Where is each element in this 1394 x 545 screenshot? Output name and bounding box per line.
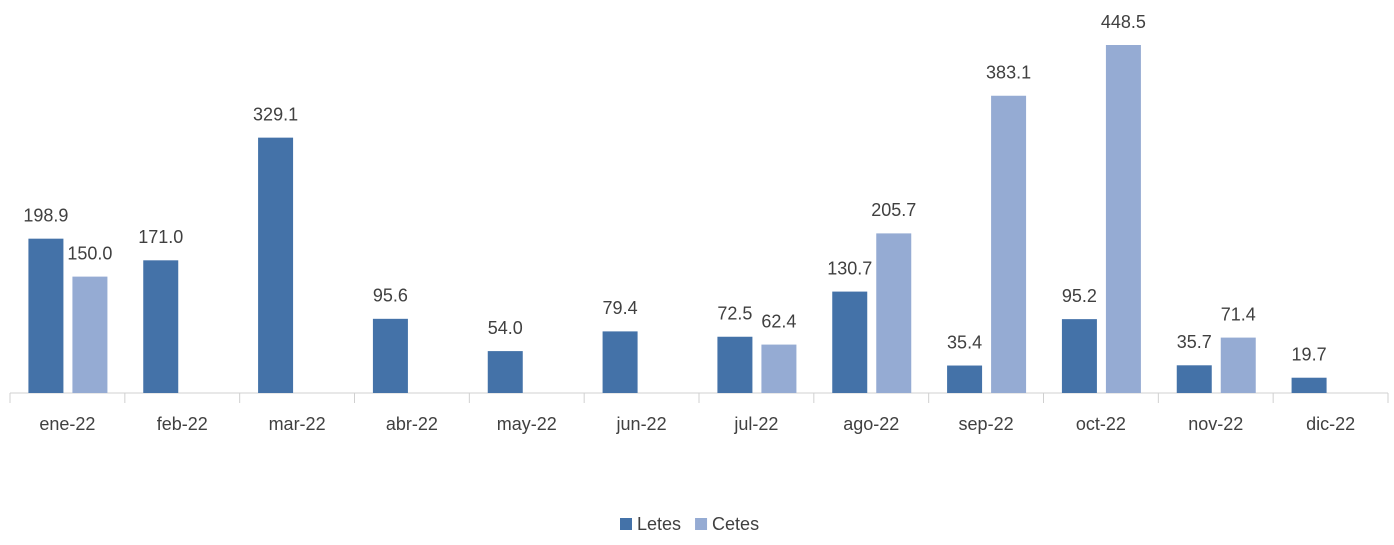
x-tick-label: sep-22 xyxy=(959,414,1014,434)
data-label: 72.5 xyxy=(717,303,752,323)
bar xyxy=(372,318,408,393)
legend-label: Letes xyxy=(637,514,681,534)
data-label: 171.0 xyxy=(138,227,183,247)
bar xyxy=(258,137,294,393)
bar xyxy=(72,276,108,393)
data-label: 198.9 xyxy=(23,205,68,225)
legend-swatch xyxy=(695,518,708,530)
legend-label: Cetes xyxy=(712,514,759,534)
data-label: 205.7 xyxy=(871,200,916,220)
x-tick-label: feb-22 xyxy=(157,414,208,434)
x-tick-label: dic-22 xyxy=(1306,414,1355,434)
data-label: 95.6 xyxy=(373,286,408,306)
data-label: 130.7 xyxy=(827,258,872,278)
bar xyxy=(717,336,753,393)
bar xyxy=(991,95,1027,393)
bar xyxy=(1176,365,1212,393)
bar xyxy=(1105,45,1141,393)
x-tick-label: ene-22 xyxy=(39,414,95,434)
data-label: 383.1 xyxy=(986,62,1031,82)
bar xyxy=(602,331,638,393)
bar xyxy=(143,260,179,393)
data-label: 329.1 xyxy=(253,104,298,124)
x-tick-label: may-22 xyxy=(497,414,557,434)
bar xyxy=(1291,377,1327,393)
data-label: 448.5 xyxy=(1101,12,1146,32)
data-label: 35.4 xyxy=(947,332,982,352)
bar xyxy=(832,291,868,393)
bar xyxy=(761,344,797,393)
data-label: 19.7 xyxy=(1292,344,1327,364)
bar xyxy=(1061,319,1097,393)
data-label: 95.2 xyxy=(1062,286,1097,306)
x-tick-label: abr-22 xyxy=(386,414,438,434)
data-label: 62.4 xyxy=(761,311,796,331)
data-label: 150.0 xyxy=(67,243,112,263)
data-label: 79.4 xyxy=(603,298,638,318)
x-tick-label: jun-22 xyxy=(616,414,667,434)
bar xyxy=(1220,337,1256,393)
x-tick-label: ago-22 xyxy=(843,414,899,434)
x-tick-label: mar-22 xyxy=(269,414,326,434)
x-tick-label: jul-22 xyxy=(733,414,778,434)
data-label: 71.4 xyxy=(1221,304,1256,324)
bar xyxy=(947,365,983,393)
legend-swatch xyxy=(620,518,632,530)
x-tick-label: nov-22 xyxy=(1188,414,1243,434)
bar xyxy=(487,351,523,393)
data-label: 54.0 xyxy=(488,318,523,338)
x-tick-label: oct-22 xyxy=(1076,414,1126,434)
bar xyxy=(876,233,912,393)
bar xyxy=(28,238,64,393)
data-label: 35.7 xyxy=(1177,332,1212,352)
